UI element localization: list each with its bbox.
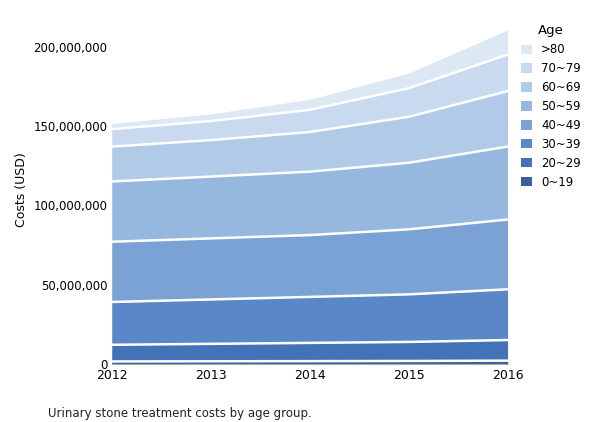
Legend: >80, 70~79, 60~69, 50~59, 40~49, 30~39, 20~29, 0~19: >80, 70~79, 60~69, 50~59, 40~49, 30~39, … [517, 21, 584, 192]
Text: Urinary stone treatment costs by age group.: Urinary stone treatment costs by age gro… [48, 407, 312, 420]
Y-axis label: Costs (USD): Costs (USD) [15, 152, 28, 227]
